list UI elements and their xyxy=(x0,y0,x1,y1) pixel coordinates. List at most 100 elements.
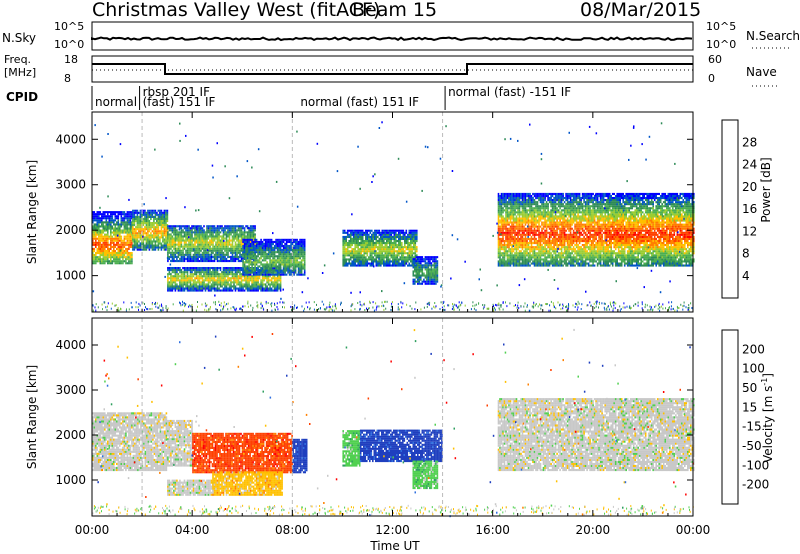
power-cell xyxy=(227,231,229,233)
power-cell xyxy=(182,290,184,292)
power-cell xyxy=(429,260,431,262)
power-cell xyxy=(176,229,178,231)
power-cell xyxy=(271,261,273,263)
power-cell xyxy=(146,245,148,247)
power-cell xyxy=(107,236,109,238)
power-cell xyxy=(205,256,207,258)
power-cell xyxy=(106,258,108,260)
power-cell xyxy=(124,215,126,217)
power-cell xyxy=(144,218,146,220)
power-cell xyxy=(238,258,240,260)
power-cell xyxy=(236,275,238,277)
power-cell xyxy=(406,260,408,262)
power-cell xyxy=(362,236,364,238)
power-cell xyxy=(122,260,124,262)
power-cell xyxy=(233,246,235,248)
power-cell xyxy=(211,254,213,256)
power-cell xyxy=(499,203,501,205)
power-cell xyxy=(501,215,503,217)
power-cell xyxy=(181,277,183,279)
power-cell xyxy=(187,283,189,285)
power-cell xyxy=(208,244,210,246)
power-cell xyxy=(241,225,243,227)
power-cell xyxy=(118,252,120,254)
power-cell xyxy=(155,226,157,228)
power-cell xyxy=(391,265,393,267)
power-cell xyxy=(211,273,213,275)
power-cell xyxy=(271,245,273,247)
power-cell xyxy=(156,230,158,232)
power-cell xyxy=(268,241,270,243)
power-cell xyxy=(254,227,256,229)
power-cell xyxy=(128,238,130,240)
power-cell xyxy=(373,260,375,262)
power-cell xyxy=(302,251,304,253)
power-cell xyxy=(179,248,181,250)
power-cell xyxy=(127,244,129,246)
power-cell xyxy=(200,258,202,260)
power-cell xyxy=(239,235,241,237)
power-cell xyxy=(505,236,507,238)
power-cell xyxy=(519,195,521,197)
power-cell xyxy=(275,290,277,292)
power-cell xyxy=(510,197,512,199)
power-cell xyxy=(229,283,231,285)
power-cell xyxy=(514,201,516,203)
power-cell xyxy=(253,245,255,247)
power-cell xyxy=(304,241,306,243)
power-cell xyxy=(269,261,271,263)
power-cell xyxy=(127,262,129,264)
power-cell xyxy=(508,199,510,201)
power-cell xyxy=(416,260,418,262)
power-cell xyxy=(265,274,267,276)
power-cell xyxy=(238,267,240,269)
power-cell xyxy=(181,233,183,235)
nsky-panel: N.Sky 10^5 10^0 10^5 10^0 N.Search xyxy=(2,20,800,51)
power-cell xyxy=(220,277,222,279)
power-cell xyxy=(146,218,148,220)
power-cell xyxy=(511,234,513,236)
power-cell xyxy=(194,227,196,229)
power-cell xyxy=(368,258,370,260)
power-cell xyxy=(502,195,504,197)
power-cell xyxy=(362,242,364,244)
power-cell xyxy=(212,281,214,283)
power-cell xyxy=(214,238,216,240)
power-cell xyxy=(397,254,399,256)
power-cell xyxy=(173,242,175,244)
power-cell xyxy=(437,256,439,258)
power-cell xyxy=(351,248,353,250)
power-cell xyxy=(182,273,184,275)
power-cell xyxy=(368,240,370,242)
power-cell xyxy=(499,244,501,246)
power-cell xyxy=(202,254,204,256)
power-cell xyxy=(299,263,301,265)
power-cell xyxy=(287,257,289,259)
power-cell xyxy=(394,258,396,260)
power-cell xyxy=(143,218,145,220)
power-cell xyxy=(274,259,276,261)
power-cell xyxy=(383,242,385,244)
power-cell xyxy=(112,232,114,234)
power-cell xyxy=(407,234,409,236)
power-cell xyxy=(119,254,121,256)
power-cell xyxy=(359,260,361,262)
power-cell xyxy=(197,248,199,250)
power-cell xyxy=(250,231,252,233)
power-cell xyxy=(190,271,192,273)
power-cell xyxy=(185,285,187,287)
power-cell xyxy=(391,236,393,238)
power-cell xyxy=(367,236,369,238)
power-cell xyxy=(429,258,431,260)
power-cell xyxy=(224,279,226,281)
power-cell xyxy=(371,265,373,267)
power-cell xyxy=(513,203,515,205)
power-cell xyxy=(356,246,358,248)
power-cell xyxy=(134,212,136,214)
power-cell xyxy=(380,265,382,267)
power-cell xyxy=(187,225,189,227)
power-cell xyxy=(262,290,264,292)
power-cell xyxy=(412,246,414,248)
power-cell xyxy=(235,229,237,231)
power-cell xyxy=(106,217,108,219)
